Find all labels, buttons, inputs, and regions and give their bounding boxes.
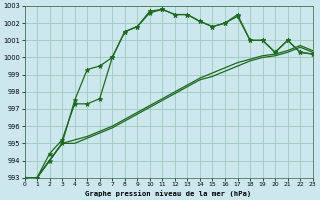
X-axis label: Graphe pression niveau de la mer (hPa): Graphe pression niveau de la mer (hPa) [85,190,252,197]
